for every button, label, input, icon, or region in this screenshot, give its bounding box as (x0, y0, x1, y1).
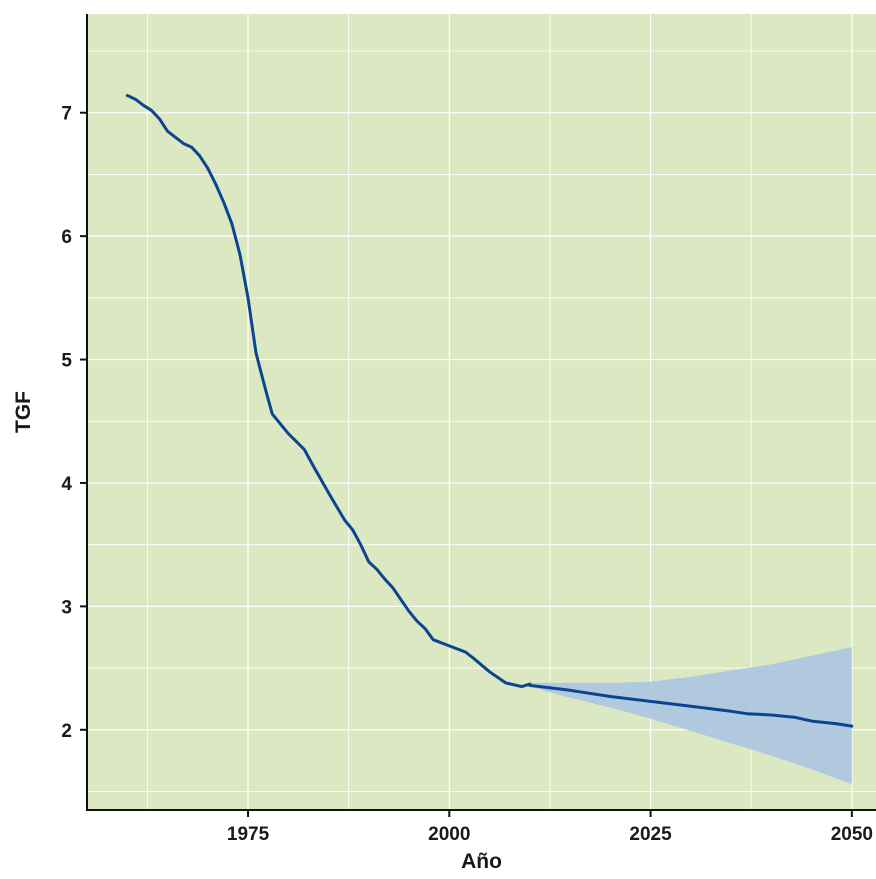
projection-uncertainty-band (529, 647, 852, 785)
x-tick-label: 2050 (831, 824, 873, 845)
y-tick-label: 7 (61, 104, 72, 125)
tick-labels: 1975 2000 2025 2050 2 3 4 5 6 7 (61, 104, 873, 845)
x-tick-label: 1975 (227, 824, 270, 845)
y-tick-label: 4 (61, 474, 72, 495)
grid (87, 14, 876, 810)
axes (80, 14, 876, 817)
y-tick-label: 2 (61, 721, 72, 742)
y-tick-label: 3 (61, 597, 72, 618)
observed-tfr-line (125, 94, 532, 689)
y-tick-label: 6 (61, 227, 72, 248)
x-tick-label: 2000 (428, 824, 470, 845)
projected-tfr-line (528, 683, 854, 728)
y-tick-label: 5 (61, 351, 72, 372)
x-axis-title: Año (461, 850, 502, 873)
x-tick-label: 2025 (629, 824, 672, 845)
y-axis-title: TGF (12, 391, 35, 433)
